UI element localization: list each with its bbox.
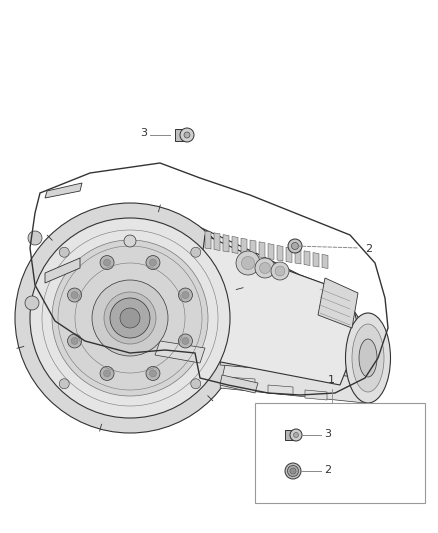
Circle shape — [59, 379, 69, 389]
Polygon shape — [286, 247, 292, 262]
Circle shape — [52, 240, 208, 396]
Circle shape — [25, 296, 39, 310]
Text: 2: 2 — [324, 465, 331, 475]
Polygon shape — [225, 377, 255, 387]
Polygon shape — [220, 355, 372, 378]
Polygon shape — [313, 253, 319, 267]
Polygon shape — [305, 390, 327, 400]
Ellipse shape — [346, 313, 391, 403]
Polygon shape — [241, 238, 247, 255]
Polygon shape — [214, 233, 220, 251]
Circle shape — [241, 256, 254, 270]
Polygon shape — [155, 341, 205, 363]
Polygon shape — [295, 249, 301, 264]
Circle shape — [191, 247, 201, 257]
Circle shape — [290, 468, 296, 474]
Circle shape — [288, 239, 302, 253]
Circle shape — [259, 262, 271, 273]
Polygon shape — [318, 278, 358, 328]
Circle shape — [285, 463, 301, 479]
Polygon shape — [45, 258, 80, 283]
Circle shape — [67, 288, 81, 302]
Polygon shape — [304, 251, 310, 265]
Polygon shape — [45, 183, 82, 198]
Polygon shape — [175, 129, 187, 141]
Polygon shape — [38, 208, 375, 385]
Polygon shape — [205, 231, 211, 249]
Polygon shape — [259, 242, 265, 258]
Circle shape — [182, 337, 189, 344]
Circle shape — [149, 370, 156, 377]
Polygon shape — [220, 365, 370, 403]
Circle shape — [255, 258, 275, 278]
Bar — [255, 403, 425, 503]
Circle shape — [290, 429, 302, 441]
Ellipse shape — [359, 339, 377, 377]
Circle shape — [149, 259, 156, 266]
Circle shape — [178, 334, 192, 348]
Circle shape — [120, 308, 140, 328]
Polygon shape — [277, 245, 283, 261]
Circle shape — [178, 288, 192, 302]
Circle shape — [287, 465, 299, 477]
Circle shape — [236, 251, 260, 275]
Circle shape — [71, 292, 78, 298]
Text: 1: 1 — [328, 375, 335, 385]
Circle shape — [100, 366, 114, 381]
Polygon shape — [268, 244, 274, 260]
Circle shape — [146, 366, 160, 381]
Circle shape — [191, 379, 201, 389]
Circle shape — [28, 231, 42, 245]
Circle shape — [103, 370, 110, 377]
Polygon shape — [285, 430, 296, 440]
Circle shape — [30, 218, 230, 418]
Text: 3: 3 — [140, 128, 147, 138]
Circle shape — [103, 259, 110, 266]
Polygon shape — [322, 254, 328, 269]
Circle shape — [292, 243, 299, 249]
Circle shape — [110, 298, 150, 338]
Circle shape — [104, 292, 156, 344]
Polygon shape — [232, 237, 238, 254]
Polygon shape — [200, 235, 360, 385]
Circle shape — [184, 132, 190, 138]
Circle shape — [146, 255, 160, 270]
Circle shape — [71, 337, 78, 344]
Circle shape — [67, 334, 81, 348]
Polygon shape — [220, 375, 258, 393]
Circle shape — [180, 128, 194, 142]
Circle shape — [293, 432, 299, 438]
Circle shape — [275, 266, 285, 276]
Circle shape — [271, 262, 289, 280]
Circle shape — [92, 280, 168, 356]
Circle shape — [100, 255, 114, 270]
Circle shape — [182, 292, 189, 298]
Circle shape — [59, 247, 69, 257]
Polygon shape — [250, 240, 256, 256]
Text: 2: 2 — [365, 244, 372, 254]
Circle shape — [15, 203, 245, 433]
Circle shape — [124, 235, 136, 247]
Text: 3: 3 — [324, 429, 331, 439]
Ellipse shape — [352, 324, 384, 392]
Polygon shape — [223, 235, 229, 252]
Polygon shape — [268, 385, 293, 395]
